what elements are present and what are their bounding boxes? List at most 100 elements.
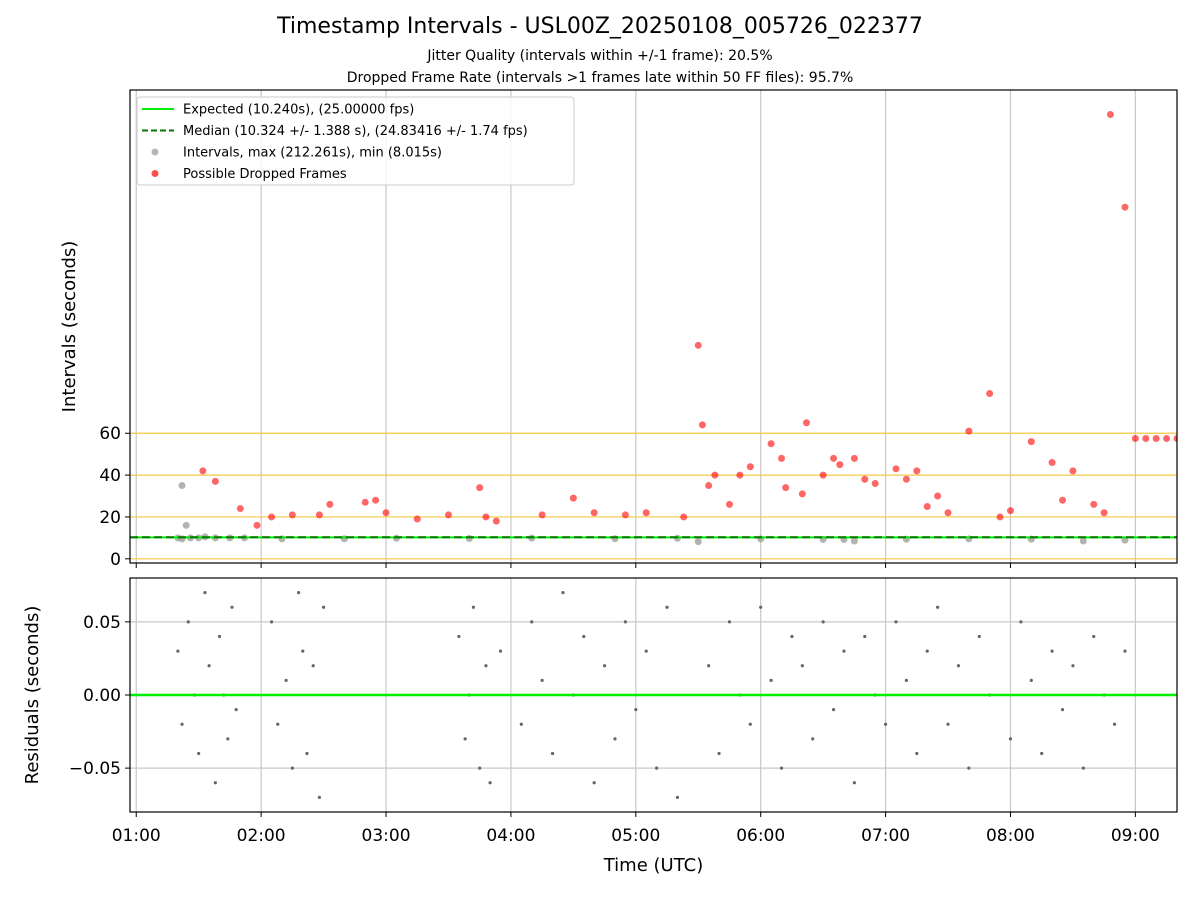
residual-point: [883, 722, 888, 726]
dropped-frame-point: [767, 440, 775, 448]
x-tick-label: 01:00: [112, 826, 161, 846]
dropped-frame-point: [492, 517, 500, 525]
x-tick-label: 02:00: [237, 826, 286, 846]
dropped-frame-point: [569, 494, 577, 502]
dropped-frame-point: [444, 511, 452, 519]
residual-point: [623, 620, 627, 624]
residual-point: [457, 634, 461, 639]
interval-point: [694, 538, 702, 546]
residual-point: [936, 605, 940, 609]
dropped-frame-point: [902, 475, 910, 483]
dropped-frame-point: [698, 421, 706, 429]
x-axis-label: Time (UTC): [603, 855, 704, 876]
residual-point: [894, 620, 898, 624]
dropped-frame-point: [798, 490, 806, 498]
residual-point: [748, 722, 752, 726]
y-tick-label: 60: [99, 424, 121, 444]
residual-point: [1112, 722, 1117, 726]
interval-point: [1079, 537, 1087, 545]
interval-point: [850, 537, 858, 545]
residual-point: [550, 751, 555, 756]
dropped-frame-point: [705, 482, 713, 490]
dropped-frame-subtitle: Dropped Frame Rate (intervals >1 frames …: [346, 70, 854, 86]
dropped-frame-point: [621, 511, 629, 519]
dropped-frame-point: [413, 515, 421, 523]
residual-point: [811, 737, 815, 741]
dropped-frame-point: [871, 479, 879, 487]
x-tick-label: 07:00: [861, 826, 910, 846]
dropped-frame-point: [1142, 434, 1150, 442]
residual-point: [478, 766, 482, 770]
dropped-frame-point: [778, 454, 786, 462]
dropped-frame-point: [1059, 496, 1067, 504]
dropped-frame-point: [680, 513, 688, 521]
residual-point: [230, 605, 234, 609]
interval-point: [1121, 536, 1129, 544]
residual-point: [602, 664, 607, 668]
interval-point: [182, 521, 190, 529]
residual-point: [1019, 620, 1023, 624]
residual-point: [904, 678, 909, 682]
residual-point: [852, 781, 856, 785]
y-tick-label: 40: [99, 466, 121, 486]
residual-point: [779, 766, 784, 770]
residual-point: [207, 664, 211, 668]
dropped-frame-point: [1069, 467, 1077, 475]
residual-point: [305, 751, 309, 756]
dropped-frame-point: [923, 502, 931, 510]
dropped-frame-point: [1090, 500, 1098, 508]
residual-point: [821, 620, 825, 624]
x-tick-label: 04:00: [486, 826, 535, 846]
dropped-frame-point: [236, 505, 244, 513]
chart-title: Timestamp Intervals - USL00Z_20250108_00…: [277, 14, 923, 39]
dropped-frame-point: [268, 513, 276, 521]
y-tick-label: 0: [110, 550, 121, 570]
dropped-frame-point: [288, 511, 296, 519]
dropped-frame-point: [892, 465, 900, 473]
residual-point: [925, 649, 929, 653]
residual-point: [644, 649, 648, 653]
residual-point: [675, 795, 680, 799]
residual-point: [665, 605, 669, 609]
residual-point: [276, 722, 280, 726]
jitter-quality-subtitle: Jitter Quality (intervals within +/-1 fr…: [427, 48, 773, 64]
residual-point: [1123, 649, 1127, 653]
legend-entry-label: Possible Dropped Frames: [183, 167, 347, 182]
residual-point: [956, 664, 961, 668]
dropped-frame-point: [830, 454, 838, 462]
intervals-plot-area: [130, 90, 1177, 563]
residual-point: [213, 781, 217, 785]
y-tick-label: −0.05: [69, 759, 121, 779]
dropped-frame-point: [1131, 434, 1139, 442]
residual-point: [727, 620, 732, 624]
y-tick-label: 0.05: [83, 613, 121, 633]
residual-point: [186, 620, 190, 624]
x-tick-label: 03:00: [362, 826, 411, 846]
interval-point: [465, 535, 473, 543]
residual-point: [1060, 708, 1065, 712]
legend-entry-label: Expected (10.240s), (25.00000 fps): [183, 103, 414, 118]
dropped-frame-point: [861, 475, 869, 483]
dropped-frame-point: [819, 471, 827, 479]
dropped-frame-point: [199, 467, 207, 475]
residual-point: [519, 722, 523, 726]
dropped-frame-point: [1100, 509, 1108, 517]
residual-point: [301, 649, 305, 653]
residual-point: [1092, 634, 1096, 639]
residual-point: [790, 634, 794, 639]
residual-point: [321, 605, 326, 609]
residual-point: [176, 649, 180, 653]
dropped-frame-point: [538, 511, 546, 519]
residual-point: [269, 620, 274, 624]
dropped-frame-point: [836, 461, 844, 469]
x-tick-label: 06:00: [736, 826, 785, 846]
residual-point: [234, 708, 238, 712]
residual-point: [1029, 678, 1033, 682]
residual-point: [203, 591, 207, 595]
dropped-frame-point: [372, 496, 380, 504]
dropped-frame-point: [1163, 434, 1171, 442]
residual-point: [471, 605, 476, 609]
residual-point: [217, 634, 222, 639]
y-tick-label: 0.00: [83, 686, 121, 706]
residual-point: [226, 737, 230, 741]
